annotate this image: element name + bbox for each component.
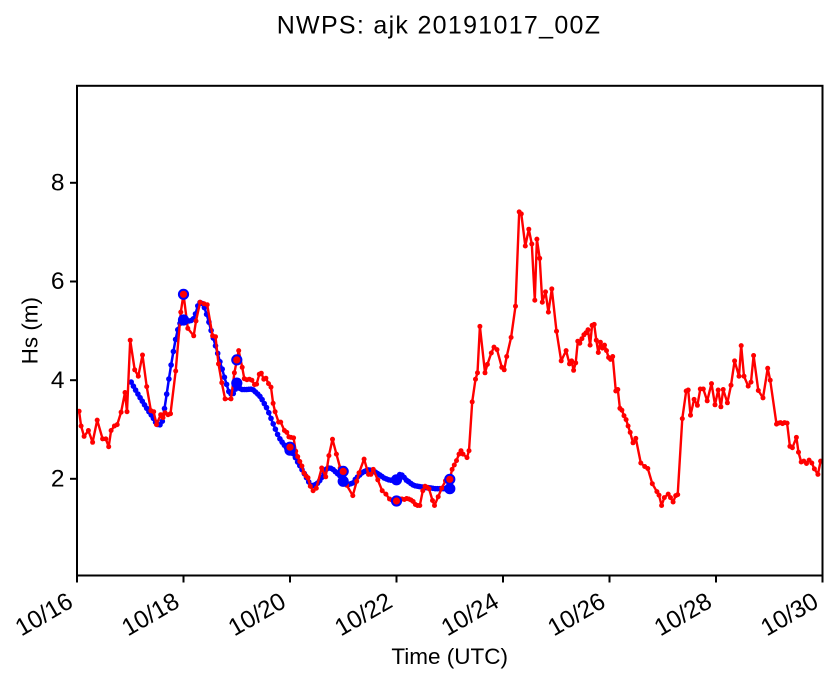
svg-text:NWPS: ajk 20191017_00Z: NWPS: ajk 20191017_00Z	[277, 12, 602, 40]
svg-text:2: 2	[51, 465, 65, 492]
svg-text:4: 4	[51, 367, 65, 394]
svg-text:8: 8	[51, 169, 65, 196]
svg-text:Time (UTC): Time (UTC)	[391, 644, 508, 669]
svg-text:Hs (m): Hs (m)	[18, 297, 43, 364]
svg-text:6: 6	[51, 268, 65, 295]
